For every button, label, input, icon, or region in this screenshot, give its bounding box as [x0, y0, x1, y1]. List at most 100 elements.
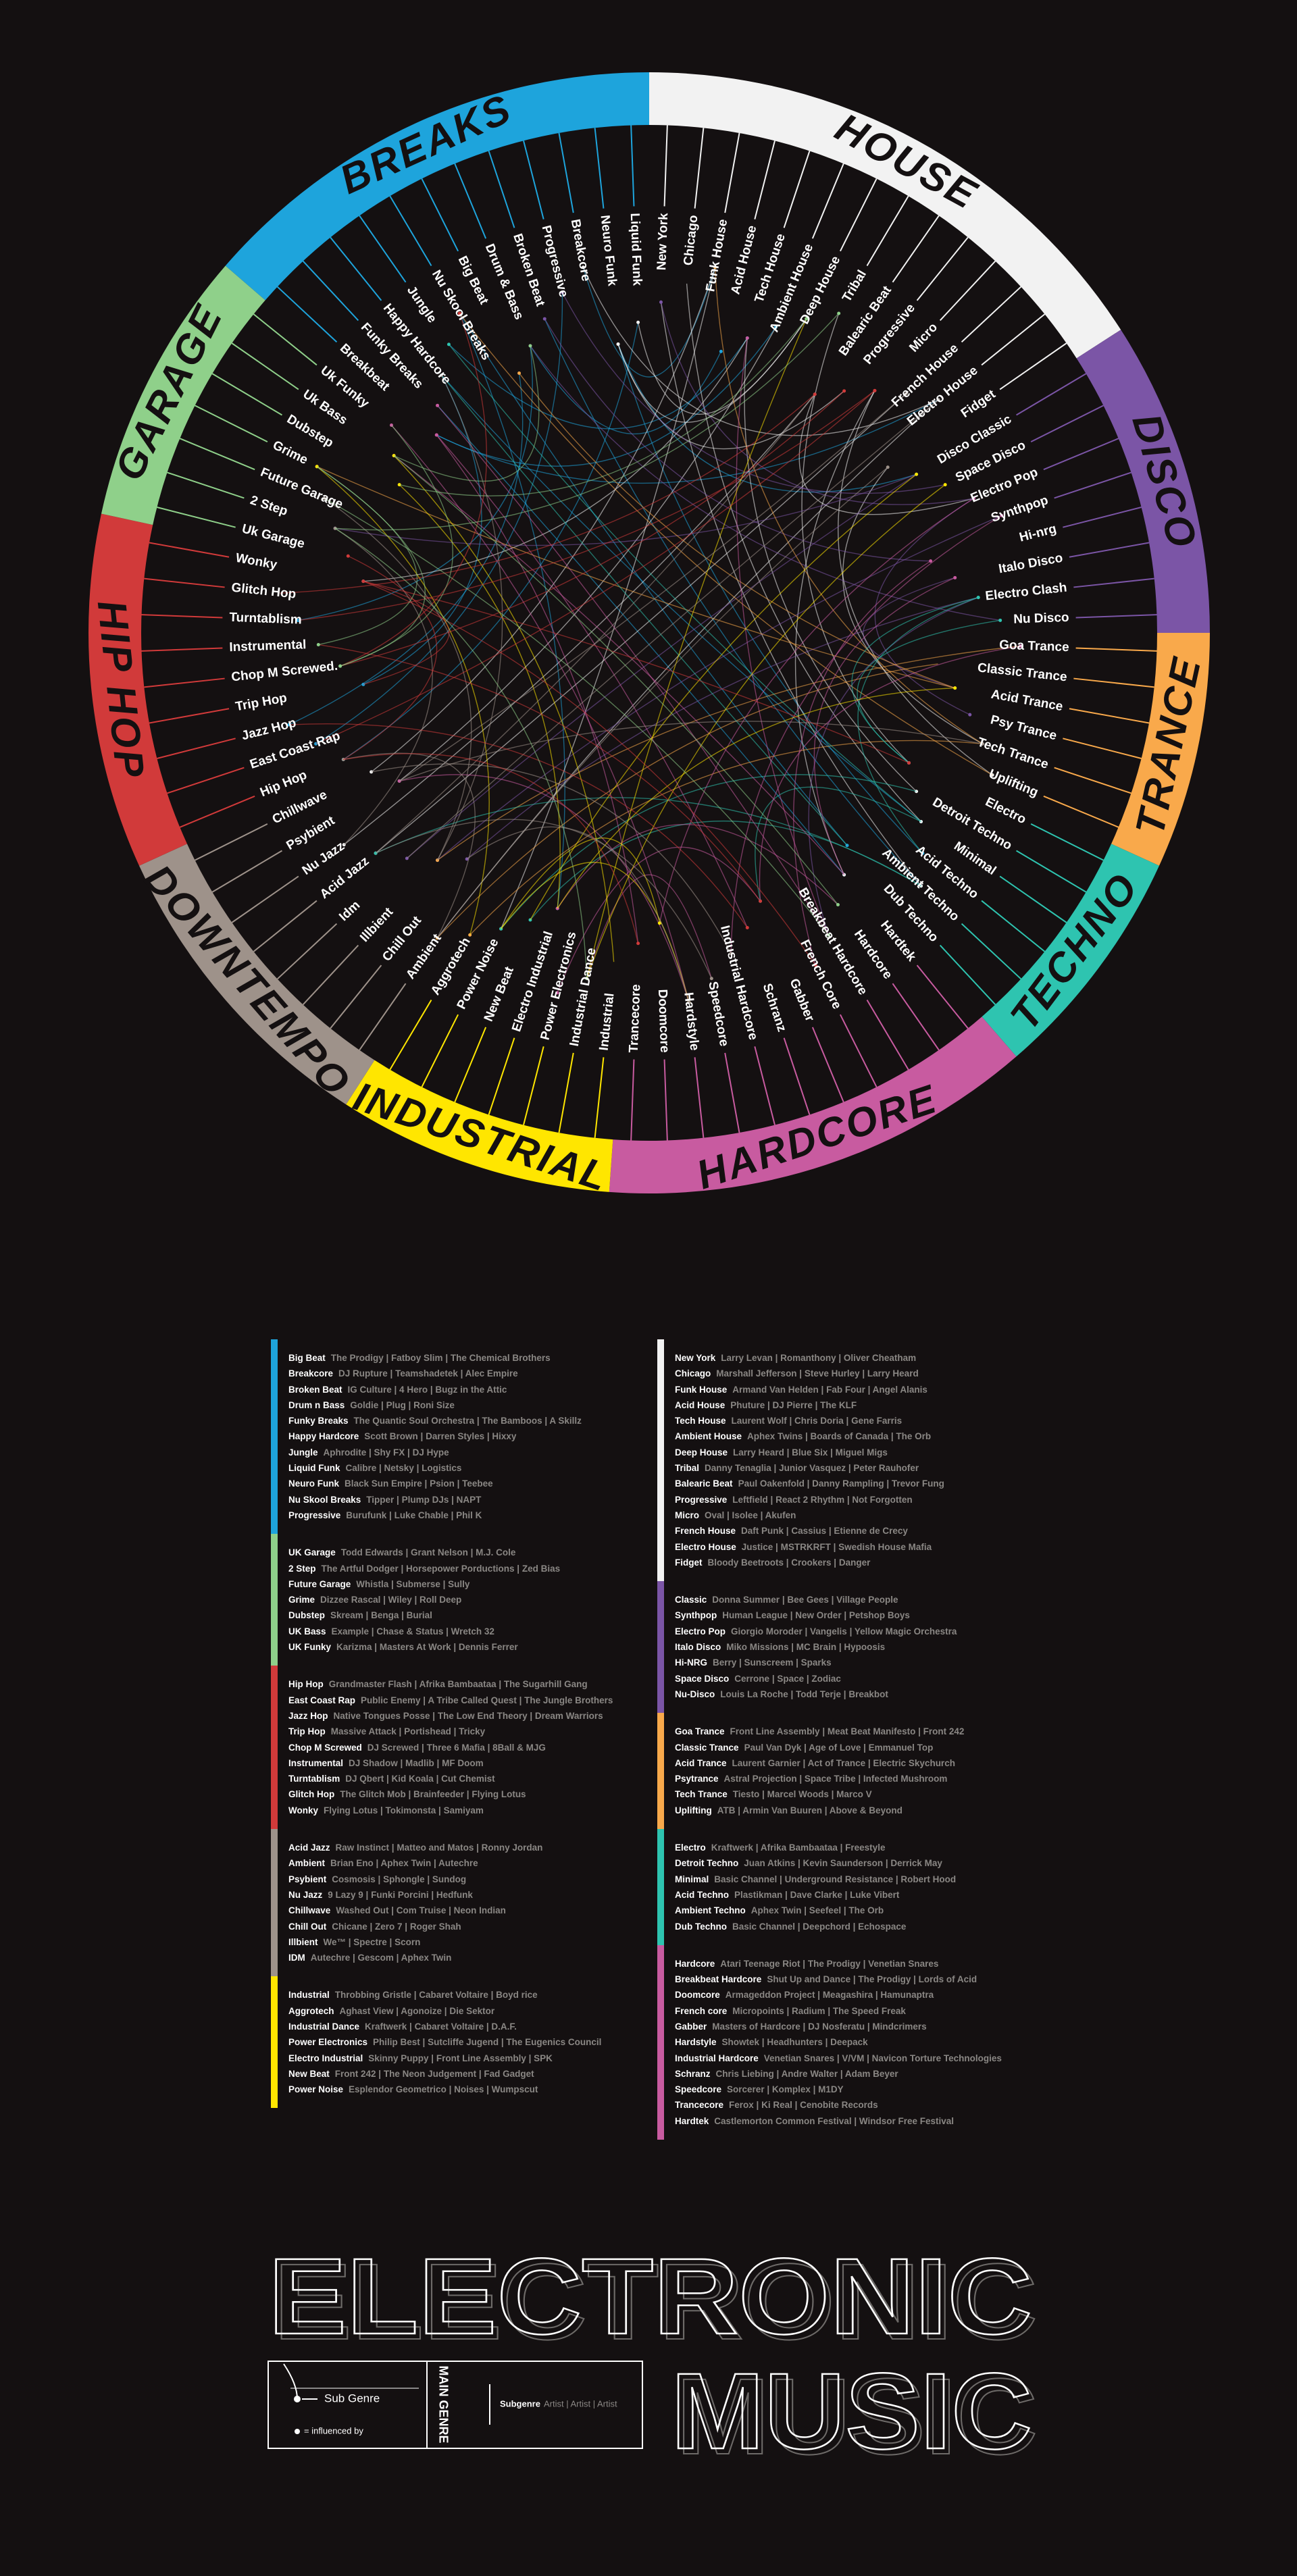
influence-curve — [544, 318, 931, 562]
artist-list: Black Sun Empire | Psion | Teebee — [345, 1478, 493, 1489]
influence-curve — [343, 394, 815, 846]
subgenre-name: Glitch Hop — [288, 1789, 335, 1800]
subgenre-row: Jungle Aphrodite | Shy FX | DJ Hype — [288, 1445, 879, 1460]
subgenre-name: Neuro Funk — [288, 1478, 340, 1489]
subgenre-label: Grime — [270, 438, 310, 467]
subgenre-tick — [488, 1037, 515, 1115]
influence-curve — [399, 774, 690, 1003]
influence-dot — [316, 642, 320, 646]
artist-list: Phuture | DJ Pierre | The KLF — [730, 1399, 857, 1410]
artist-list: Daft Punk | Cassius | Etienne de Crecy — [741, 1526, 908, 1537]
influence-curve — [375, 393, 907, 854]
subgenre-name: Goa Trance — [675, 1726, 725, 1737]
subgenre-name: Trancecore — [675, 2100, 724, 2111]
subgenre-tick — [1063, 507, 1142, 528]
subgenre-tick — [211, 850, 282, 893]
subgenre-name: Breakbeat Hardcore — [675, 1974, 762, 1985]
subgenre-name: 2 Step — [288, 1563, 316, 1574]
subgenre-row: Electro Kraftwerk | Afrika Bambaataa | Fr… — [675, 1840, 1265, 1855]
influence-dot — [709, 977, 713, 981]
artist-list: Ferox | Ki Real | Cenobite Records — [729, 2100, 878, 2111]
subgenre-name: Jungle — [288, 1447, 318, 1458]
artist-list: Shut Up and Dance | The Prodigy | Lords … — [767, 1974, 977, 1985]
influence-dot — [585, 977, 589, 981]
artist-list: Tiesto | Marcel Woods | Marco V — [732, 1789, 872, 1800]
genre-group: Industrial Throbbing Gristle | Cabaret Vo… — [271, 1976, 879, 2109]
influence-curve — [363, 580, 909, 764]
subgenre-row: Breakbeat Hardcore Shut Up and Dance | Th… — [675, 1972, 1265, 1987]
artist-list: Laurent Wolf | Chris Doria | Gene Farris — [731, 1416, 902, 1426]
artist-list: Basic Channel | Deepchord | Echospace — [732, 1921, 907, 1932]
subgenre-name: Instrumental — [288, 1757, 344, 1768]
influence-curve — [375, 819, 712, 979]
subgenre-label: Funk House — [703, 218, 730, 293]
subgenre-tick — [157, 738, 236, 759]
subgenre-row: Chillwave Washed Out | Com Truise | Neon … — [288, 1903, 879, 1918]
influence-curve — [801, 313, 910, 763]
subgenre-tick — [724, 1052, 740, 1133]
genre-band — [609, 1016, 1017, 1193]
subgenre-label: Micro — [907, 320, 940, 355]
subgenre-row: Hardtek Castlemorton Common Festival | Wi… — [675, 2113, 1265, 2129]
influence-curve — [318, 644, 761, 902]
subgenre-name: Psybient — [288, 1874, 327, 1884]
subgenre-row: Industrial Dance Kraftwerk | Cabaret Volt… — [288, 2019, 879, 2034]
subgenre-row: Acid Techno Plastikman | Dave Clarke | Lu… — [675, 1887, 1265, 1903]
artist-list: Micropoints | Radium | The Speed Freak — [732, 2005, 906, 2016]
influence-dot — [976, 596, 980, 600]
artist-list: The Glitch Mob | Brainfeeder | Flying Lo… — [340, 1789, 526, 1800]
subgenre-name: Grime — [288, 1595, 315, 1605]
subgenre-name: Uplifting — [675, 1805, 712, 1815]
subgenre-label: Jazz Hop — [240, 716, 298, 744]
influence-curve — [842, 467, 983, 744]
subgenre-label: 2 Step — [249, 493, 290, 519]
subgenre-tick — [999, 342, 1067, 390]
subgenre-name: French House — [675, 1526, 736, 1537]
artist-list: Aphex Twins | Boards of Canada | The Orb — [747, 1431, 932, 1442]
subgenre-row: Deep House Larry Heard | Blue Six | Migue… — [675, 1445, 1265, 1460]
influence-curve — [530, 345, 721, 435]
influence-curve — [399, 318, 807, 496]
genre-name: HIP HOP — [89, 598, 153, 781]
subgenre-tick — [754, 1046, 775, 1125]
influence-curve — [582, 267, 716, 378]
subgenre-tick — [981, 900, 1046, 952]
subgenre-name: Aggrotech — [288, 2005, 334, 2016]
subgenre-tick — [1016, 373, 1087, 416]
subgenre-tick — [359, 215, 407, 283]
influence-dot — [826, 933, 830, 937]
influence-dot — [560, 290, 564, 294]
subgenre-tick — [488, 151, 515, 228]
subgenre-tick — [454, 163, 487, 239]
subgenre-label: Hip Hop — [258, 768, 309, 800]
influence-curve — [557, 823, 838, 909]
subgenre-name: Dubstep — [288, 1610, 325, 1621]
influence-curve — [744, 338, 917, 792]
artist-list: The Artful Dodger | Horsepower Porductio… — [321, 1563, 561, 1574]
artist-list: Whistla | Submerse | Sully — [356, 1578, 470, 1589]
influence-dot — [338, 664, 342, 668]
subgenre-tick — [179, 795, 255, 828]
influence-dot — [528, 344, 532, 348]
subgenre-row: 2 Step The Artful Dodger | Horsepower Por… — [288, 1561, 879, 1576]
influence-curve — [714, 267, 983, 744]
subgenre-row: Electro Pop Giorgio Moroder | Vangelis | … — [675, 1624, 1265, 1639]
subgenre-row: Trip Hop Massive Attack | Portishead | Tr… — [288, 1724, 879, 1739]
influence-curve — [501, 838, 661, 929]
artist-list: The Prodigy | Fatboy Slim | The Chemical… — [330, 1353, 551, 1363]
influence-curve — [586, 874, 713, 979]
subgenre-tick — [754, 140, 775, 220]
subgenre-tick — [253, 900, 317, 952]
artist-list: Castlemorton Common Festival | Windsor F… — [714, 2115, 955, 2126]
key-influenced: = influenced by — [304, 2425, 363, 2436]
influence-curve — [617, 344, 923, 854]
subgenre-name: Hip Hop — [288, 1679, 324, 1690]
artist-list: Chicane | Zero 7 | Roger Shah — [332, 1921, 461, 1932]
genre-group: Acid Jazz Raw Instinct | Matteo and Matos… — [271, 1829, 879, 1977]
artist-list: Native Tongues Posse | The Low End Theor… — [333, 1710, 603, 1721]
influence-dot — [971, 496, 975, 500]
subgenre-tick — [389, 195, 432, 266]
subgenre-row: Acid House Phuture | DJ Pierre | The KLF — [675, 1397, 1265, 1413]
influence-dot — [805, 317, 809, 321]
subgenre-row: UK Bass Example | Chase & Status | Wretch… — [288, 1624, 879, 1639]
